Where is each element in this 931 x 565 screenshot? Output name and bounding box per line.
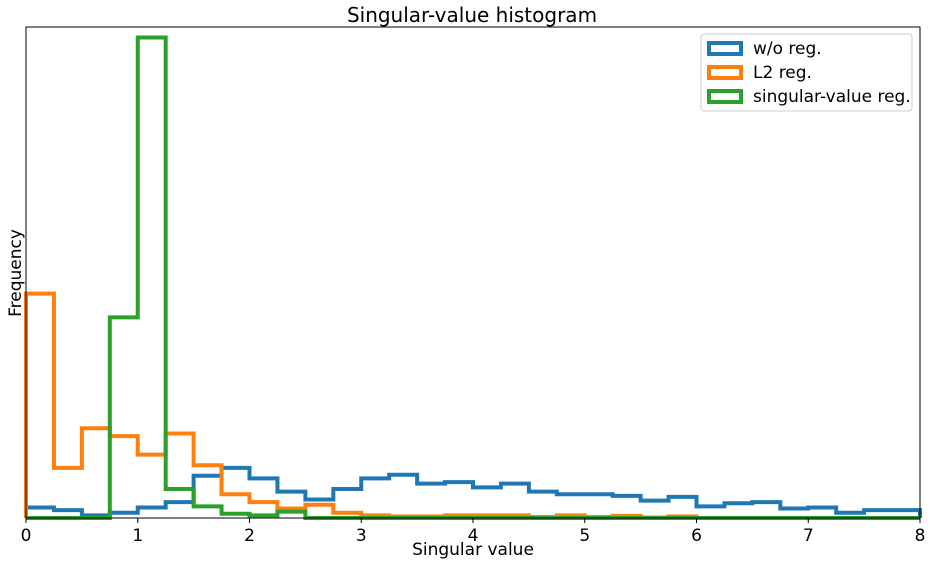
x-tick-label: 2	[244, 526, 255, 546]
legend-swatch	[707, 41, 743, 56]
y-axis-label: Frequency	[6, 229, 26, 317]
legend-box	[700, 33, 913, 112]
x-tick-label: 4	[468, 526, 479, 546]
x-tick-label: 6	[691, 526, 702, 546]
x-tick-label: 1	[132, 526, 143, 546]
x-axis-label: Singular value	[412, 540, 534, 560]
legend-label: w/o reg.	[753, 39, 822, 59]
x-tick-label: 0	[21, 526, 32, 546]
legend-label: L2 reg.	[753, 63, 812, 83]
legend-swatch	[707, 89, 743, 104]
x-tick-label: 7	[803, 526, 814, 546]
x-tick-label: 5	[579, 526, 590, 546]
legend-swatch	[707, 65, 743, 80]
legend-label: singular-value reg.	[753, 87, 911, 107]
x-tick-label: 8	[915, 526, 926, 546]
chart-title: Singular-value histogram	[347, 3, 597, 27]
legend: w/o reg. L2 reg. singular-value reg.	[700, 33, 913, 112]
x-axis: 0 1 2 3 4 5 6 7 8	[21, 518, 926, 546]
histogram-series-0	[24, 465, 922, 518]
x-tick-label: 3	[356, 526, 367, 546]
